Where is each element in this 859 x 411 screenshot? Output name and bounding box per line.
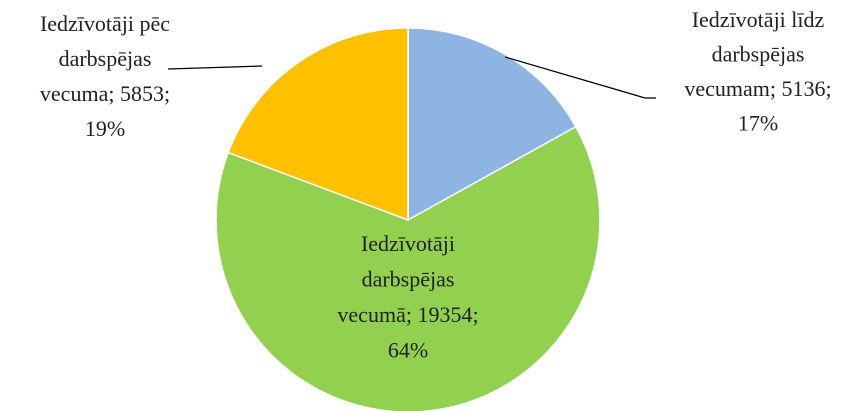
data-label: vecuma; 5853;	[40, 81, 170, 106]
data-label: Iedzīvotāji līdz	[692, 7, 825, 32]
data-label: vecumā; 19354;	[337, 302, 478, 327]
leader-line	[504, 56, 646, 99]
data-label: Iedzīvotāji pēc	[40, 11, 170, 36]
data-label: 64%	[388, 338, 428, 363]
leader-line	[167, 65, 263, 70]
data-label: 19%	[85, 116, 125, 141]
data-label: darbspējas	[362, 267, 455, 292]
data-label: darbspējas	[59, 46, 152, 71]
slice	[407, 27, 577, 222]
data-label: Iedzīvotāji	[361, 231, 455, 256]
data-label: vecumam; 5136;	[684, 76, 831, 101]
data-label: 17%	[738, 111, 778, 136]
labels: Iedzīvotāji līdz darbspējas vecumam; 5136;…	[40, 7, 832, 363]
slice	[215, 125, 601, 411]
slices	[215, 27, 601, 411]
slice	[227, 27, 409, 222]
data-label: darbspējas	[712, 42, 805, 67]
